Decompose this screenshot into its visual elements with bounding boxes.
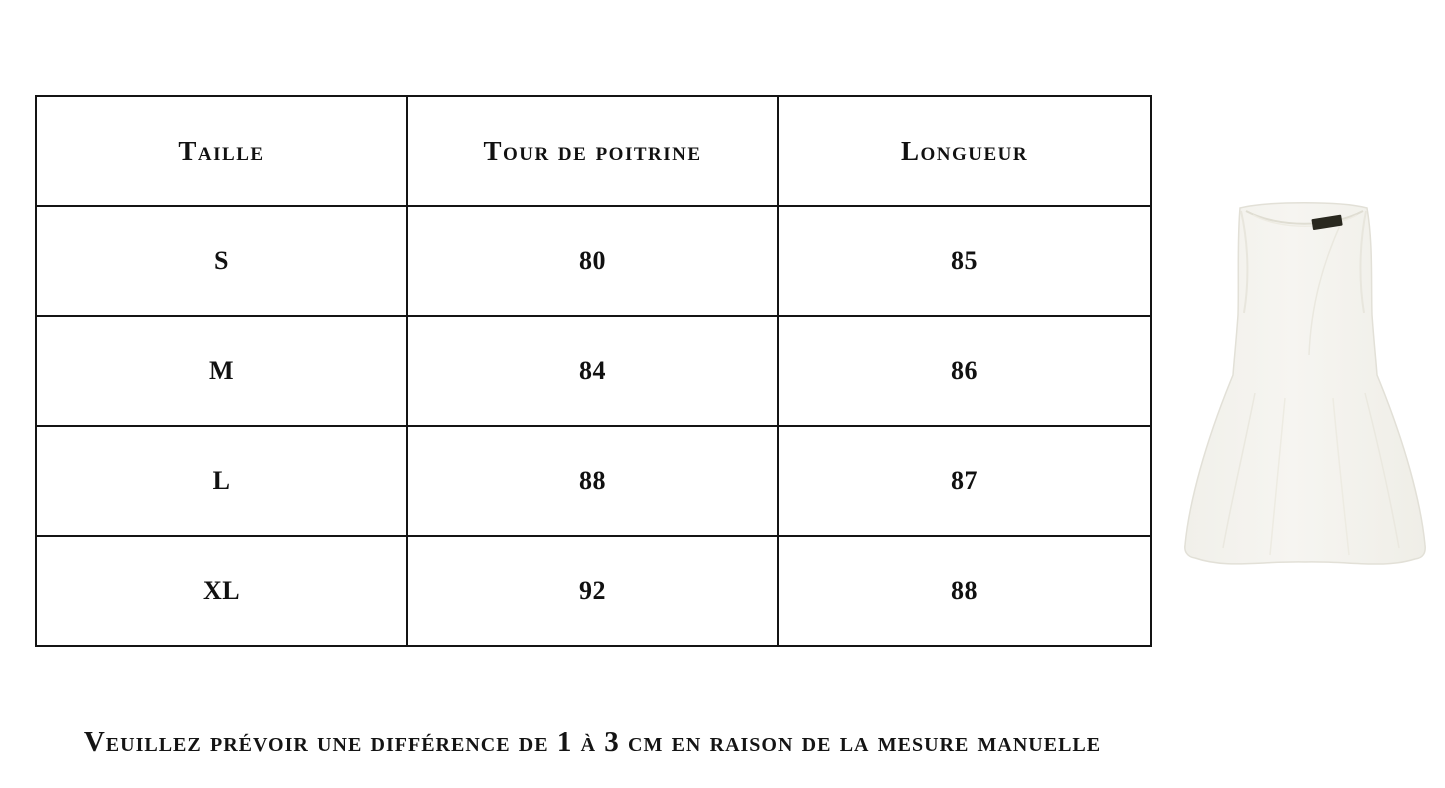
cell-bust: 80	[406, 205, 779, 317]
dress-product-image	[1184, 202, 1426, 565]
header-tour-de-poitrine: Tour de poitrine	[406, 95, 779, 207]
armhole-left	[1240, 210, 1249, 314]
table-row-s: S 80 85	[35, 205, 1152, 317]
skirt-fold	[1332, 397, 1350, 556]
header-taille: Taille	[35, 95, 408, 207]
table-header-row: Taille Tour de poitrine Longueur	[35, 95, 1152, 207]
header-longueur: Longueur	[777, 95, 1152, 207]
cell-size: S	[35, 205, 408, 317]
cell-length: 88	[777, 535, 1152, 647]
cell-size: XL	[35, 535, 408, 647]
cell-bust: 92	[406, 535, 779, 647]
cell-length: 85	[777, 205, 1152, 317]
table-row-m: M 84 86	[35, 315, 1152, 427]
dress-neckline-inner	[1252, 214, 1358, 227]
skirt-fold	[1364, 392, 1400, 549]
cell-size: L	[35, 425, 408, 537]
armhole-right	[1359, 210, 1367, 314]
table-row-l: L 88 87	[35, 425, 1152, 537]
dress-neckline	[1245, 210, 1364, 225]
skirt-fold	[1269, 397, 1286, 556]
size-chart-table: Taille Tour de poitrine Longueur S 80 85…	[35, 95, 1152, 647]
cell-length: 86	[777, 315, 1152, 427]
table-row-xl: XL 92 88	[35, 535, 1152, 647]
cell-bust: 88	[406, 425, 779, 537]
cell-size: M	[35, 315, 408, 427]
bodice-seam	[1308, 222, 1342, 356]
neck-tag	[1311, 214, 1343, 230]
cell-length: 87	[777, 425, 1152, 537]
measurement-disclaimer: Veuillez prévoir une différence de 1 à 3…	[83, 726, 1102, 758]
cell-bust: 84	[406, 315, 779, 427]
skirt-fold	[1222, 392, 1256, 549]
dress-silhouette	[1184, 202, 1426, 565]
